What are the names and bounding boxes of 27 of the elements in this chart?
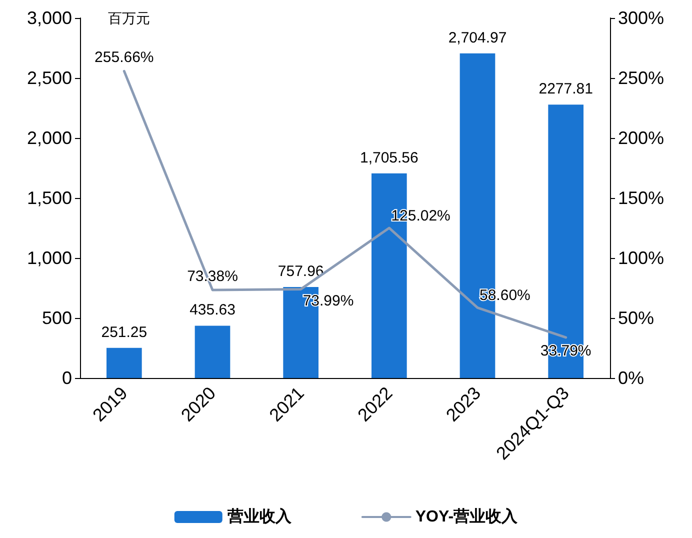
bar — [194, 326, 230, 378]
annotation: 百万元 — [108, 11, 150, 27]
y-tick-label: 2,500 — [26, 68, 72, 88]
y2-tick-label: 150% — [618, 188, 664, 208]
bar — [106, 348, 142, 378]
data-label: 2277.81 — [538, 80, 593, 98]
legend-label: 营业收入 — [226, 508, 292, 526]
y2-tick-label: 0% — [618, 368, 644, 388]
legend-label: YOY-营业收入 — [415, 508, 519, 526]
y-tick-label: 1,500 — [26, 188, 72, 208]
y2-tick-label: 300% — [618, 8, 664, 28]
data-label: 73.38% — [187, 268, 238, 285]
y2-tick-label: 50% — [618, 308, 654, 328]
y-tick-label: 500 — [42, 308, 72, 328]
data-label: 1,705.56 — [360, 149, 418, 166]
y-tick-label: 3,000 — [26, 8, 72, 28]
y2-tick-label: 200% — [618, 128, 664, 148]
data-label: 757.96 — [278, 263, 324, 280]
y-tick-label: 0 — [62, 368, 72, 388]
data-label: 255.66% — [94, 49, 154, 66]
y-tick-label: 2,000 — [26, 128, 72, 148]
data-label: 251.25 — [101, 324, 148, 341]
y2-tick-label: 250% — [618, 68, 664, 88]
data-label: 435.63 — [190, 302, 236, 319]
y-tick-label: 1,000 — [26, 248, 72, 268]
y2-tick-label: 100% — [618, 248, 664, 268]
data-label: 2,704.97 — [448, 29, 507, 46]
